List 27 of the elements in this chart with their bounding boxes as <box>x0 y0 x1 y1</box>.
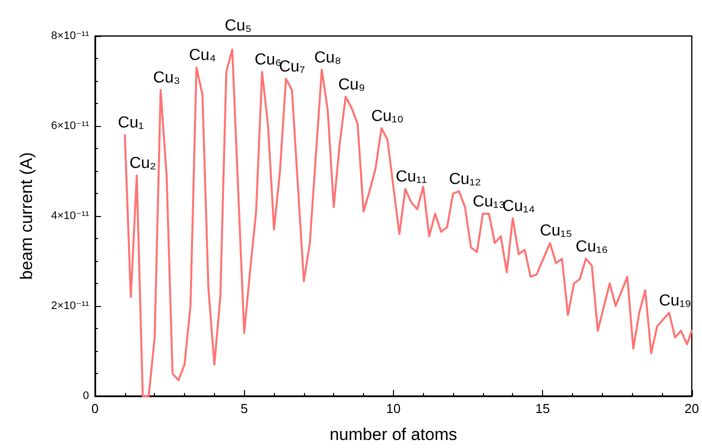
y-tick-label: 0 <box>82 390 89 402</box>
y-tick-label: 2×10⁻¹¹ <box>51 300 90 312</box>
x-axis-title: number of atoms <box>330 425 458 444</box>
annotation: Cu₃ <box>153 70 180 86</box>
x-tick-label: 0 <box>91 401 99 416</box>
annotation: Cu₁ <box>118 114 144 132</box>
x-tick-label: 15 <box>535 401 550 416</box>
y-tick-label: 4×10⁻¹¹ <box>51 210 90 222</box>
y-tick-label: 8×10⁻¹¹ <box>51 30 90 42</box>
annotation: Cu₁₆ <box>576 238 608 256</box>
y-tick-label: 6×10⁻¹¹ <box>51 120 90 132</box>
annotation: Cu₁₉ <box>658 292 692 310</box>
annotation: Cu₉ <box>338 76 366 94</box>
annotation: Cu₁₀ <box>371 108 404 125</box>
annotation: Cu₁₅ <box>540 222 572 240</box>
annotation: Cu₈ <box>314 49 342 66</box>
annotation: Cu₇ <box>278 58 305 76</box>
y-axis-title: beam current (A) <box>17 152 36 280</box>
annotation: Cu₁₄ <box>502 198 535 215</box>
annotation: Cu₅ <box>224 18 252 34</box>
annotation: Cu₁₂ <box>449 170 482 188</box>
annotation: Cu₂ <box>129 155 156 172</box>
annotation: Cu₄ <box>188 47 216 64</box>
annotation: Cu₁₁ <box>396 168 427 186</box>
x-tick-label: 20 <box>684 401 700 416</box>
x-tick-label: 5 <box>240 401 248 416</box>
x-tick-label: 10 <box>386 401 401 416</box>
